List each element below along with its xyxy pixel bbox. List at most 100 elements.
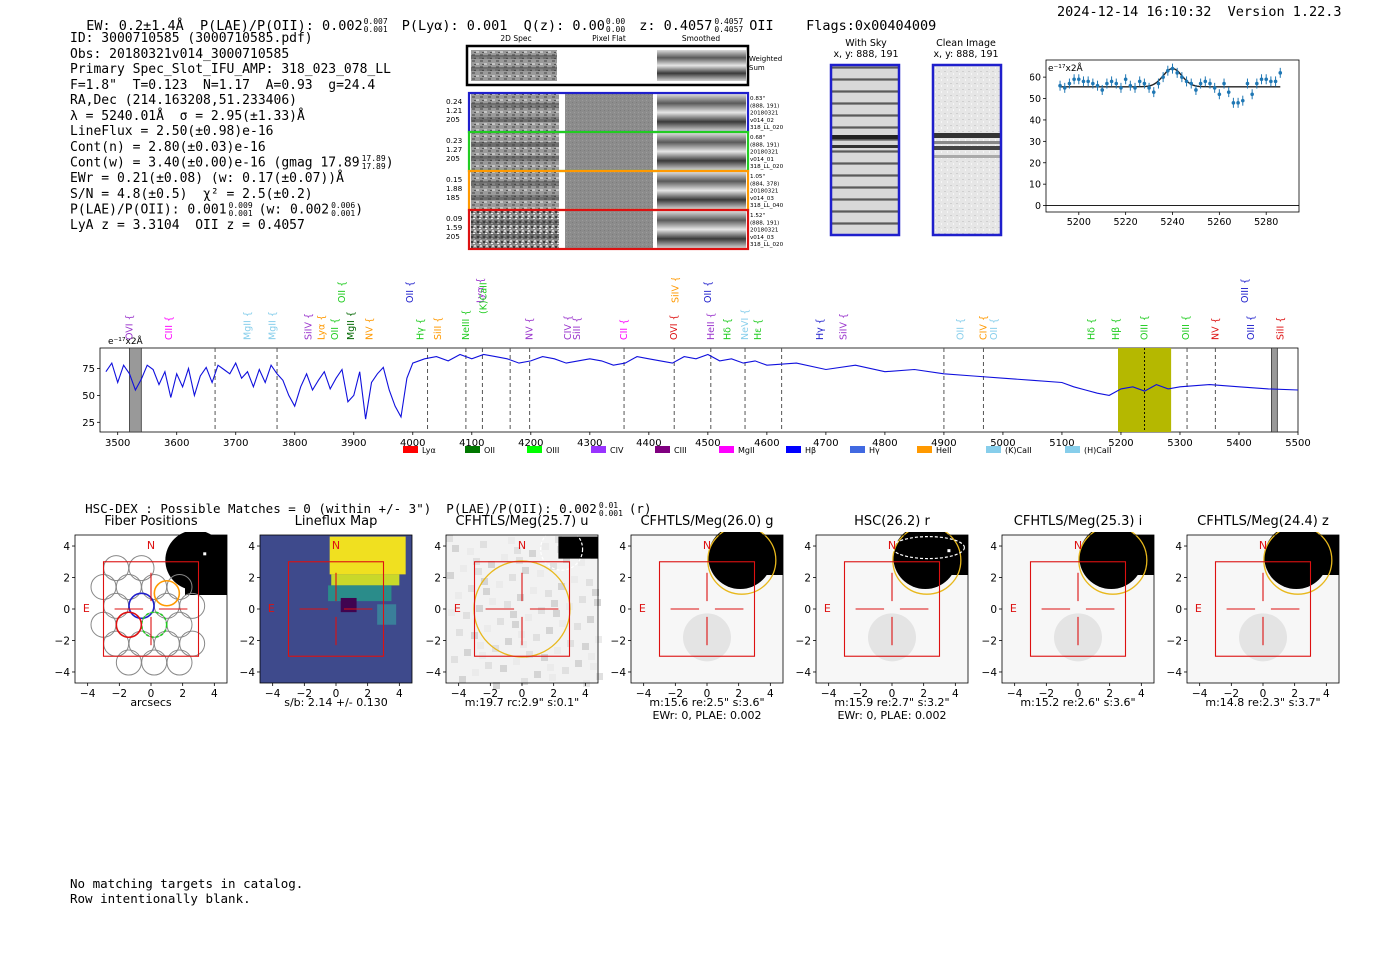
cutout-title: CFHTLS/Meg(24.4) z <box>1197 514 1329 529</box>
info-lineflux: LineFlux = 2.50(±0.98)e-16 <box>70 124 274 139</box>
zoom-data-point <box>1212 86 1217 90</box>
cutout-caption-line1: m:15.9 re:2.7" s:3.2" <box>834 696 950 709</box>
emission-line-label: Hγ { <box>415 318 426 340</box>
zoom-data-point <box>1217 92 1222 97</box>
legend-label: Hγ <box>869 446 880 455</box>
fiber-row-right-label: 318_LL_040 <box>750 203 784 209</box>
cutout-title: Fiber Positions <box>104 514 198 529</box>
zoom-data-point <box>1255 81 1259 86</box>
hsc-sub: 0.001 <box>598 508 623 518</box>
masked-region <box>1271 347 1278 433</box>
legend-swatch <box>403 446 418 453</box>
cutout-x-tick: 2 <box>920 688 927 700</box>
legend-swatch <box>655 446 670 453</box>
cutout-image-axes: N E −4 −4 −2 −2 0 0 2 2 4 4 <box>240 534 413 700</box>
emission-line-label: OII { <box>330 318 341 340</box>
cutout-caption-line2: EWr: 0, PLAE: 0.002 <box>652 709 762 722</box>
legend-label: OII <box>484 446 495 455</box>
cutout-x-tick: 0 <box>1260 688 1267 700</box>
fiber-row-left-label: 0.09 <box>446 214 463 223</box>
cutout-x-tick: −2 <box>1224 688 1239 700</box>
zoom-data-point <box>1250 92 1254 97</box>
fiber-circle <box>166 573 193 600</box>
search-box <box>473 561 571 657</box>
fiber-row-right-label: 20180321 <box>750 189 779 195</box>
spectrum-x-tick-label: 5200 <box>1108 438 1133 449</box>
emission-line-label: NV { <box>525 317 536 340</box>
zoom-data-point <box>1259 77 1264 82</box>
cutout-image-axes: N E −4 −4 −2 −2 0 0 2 2 4 4 <box>426 532 603 700</box>
legend-item: MgII <box>719 446 755 455</box>
cutout-x-tick: 4 <box>1323 688 1330 700</box>
zoom-data-point <box>1184 79 1189 84</box>
fiber-row-right-label: 20180321 <box>750 150 779 156</box>
cutout-x-tick: 4 <box>211 688 218 700</box>
spectrum-y-tick-label: 25 <box>82 418 95 429</box>
zoom-data-point <box>1166 68 1170 73</box>
cutout-title: Lineflux Map <box>294 514 378 529</box>
cutout-panel: CFHTLS/Meg(25.7) u N E −4 −4 −2 −2 0 0 2 2 4 4 m:19.7… <box>421 512 611 727</box>
cutout-x-tick: −4 <box>1192 688 1208 700</box>
emission-line-label: CII { <box>619 319 630 340</box>
emission-line-label: OIII { <box>1181 315 1192 340</box>
spectrum-unit-label: e⁻¹⁷x2Å <box>108 335 144 347</box>
legend-label: Lyα <box>422 446 436 455</box>
north-label: N <box>888 539 896 552</box>
fiber-row-right-label: (888, 191) <box>750 142 779 148</box>
header-plya: P(Lyα): 0.001 <box>401 18 508 34</box>
legend-item: (K)CaII <box>986 446 1032 455</box>
fiber-row-left-label: 1.59 <box>446 223 463 232</box>
catalog-note-line2: Row intentionally blank. <box>70 891 251 906</box>
zoom-x-tick-label: 5260 <box>1207 217 1231 228</box>
emission-line-label: MgII { <box>346 311 357 340</box>
cutout-caption-line1: m:19.7 rc:2.9" s:0.1" <box>464 696 580 709</box>
zoom-y-tick-label: 0 <box>1035 201 1041 212</box>
zoom-data-point <box>1151 90 1156 94</box>
legend-swatch <box>591 446 606 453</box>
cutout-x-tick: −2 <box>483 688 498 700</box>
weighted-sum-label-1: Weighted <box>749 55 782 63</box>
emission-line-label: NeIII { <box>461 310 472 340</box>
cutout-y-tick: 2 <box>434 573 441 585</box>
north-label: N <box>1074 539 1082 552</box>
cutout-panel: CFHTLS/Meg(26.0) g N E −4 −4 −2 −2 0 0 2 2 4 4 m:15.6… <box>606 512 796 727</box>
hsc-summary-text: HSC-DEX : Possible Matches = 0 (within +… <box>85 501 597 516</box>
cutout-y-tick: −2 <box>796 635 811 647</box>
cutout-caption: m:19.7 rc:2.9" s:0.1" <box>421 696 623 709</box>
cutout-x-tick: 2 <box>1291 688 1298 700</box>
full-spectrum-chart: OVI {CIII {MgII {MgII {SiIV {Lyα {OII {M… <box>82 278 1310 455</box>
north-label: N <box>518 539 526 552</box>
with-sky-title: With Sky <box>845 38 887 49</box>
cutout-x-tick: −2 <box>297 688 312 700</box>
col-header-smoothed: Smoothed <box>682 34 721 43</box>
spectrum-x-tick-label: 4400 <box>636 438 661 449</box>
hsc-band: (r) <box>628 501 652 516</box>
cutout-y-tick: 4 <box>63 541 70 553</box>
legend-item: (H)CaII <box>1065 446 1111 455</box>
fiber-row-right-label: (888, 191) <box>750 220 779 226</box>
emission-line-label: Lyα { <box>476 278 487 303</box>
legend-item: Hγ <box>850 446 880 455</box>
fiber-row-left-label: 0.15 <box>446 175 462 184</box>
legend-label: OIII <box>546 446 559 455</box>
cutout-y-tick: 2 <box>619 573 626 585</box>
emission-line-label: Hβ { <box>1111 318 1122 340</box>
spectrum-x-tick-label: 4900 <box>931 438 956 449</box>
zoom-y-tick-label: 60 <box>1030 73 1041 84</box>
legend-item: Hβ <box>786 446 816 455</box>
cutout-x-tick: −4 <box>80 688 96 700</box>
cutout-y-tick: 4 <box>248 541 255 553</box>
cutout-image-axes: N E −4 −4 −2 −2 0 0 2 2 4 4 <box>796 532 969 700</box>
zoom-x-tick-label: 5240 <box>1160 217 1184 228</box>
header-plae-sup: 0.007 <box>363 17 388 26</box>
with-sky-image <box>829 63 901 237</box>
aperture-circle <box>707 532 777 595</box>
aperture-circle <box>1078 532 1148 595</box>
cutout-title: CFHTLS/Meg(26.0) g <box>640 514 774 529</box>
cutout-y-tick: −2 <box>982 635 997 647</box>
fiber-row-right-label: 20180321 <box>750 111 779 117</box>
info-plae-w-sub: 0.001 <box>331 209 356 218</box>
header-ew-plae: EW: 0.2±1.4Å P(LAE)/P(OII): 0.002 <box>86 18 363 34</box>
